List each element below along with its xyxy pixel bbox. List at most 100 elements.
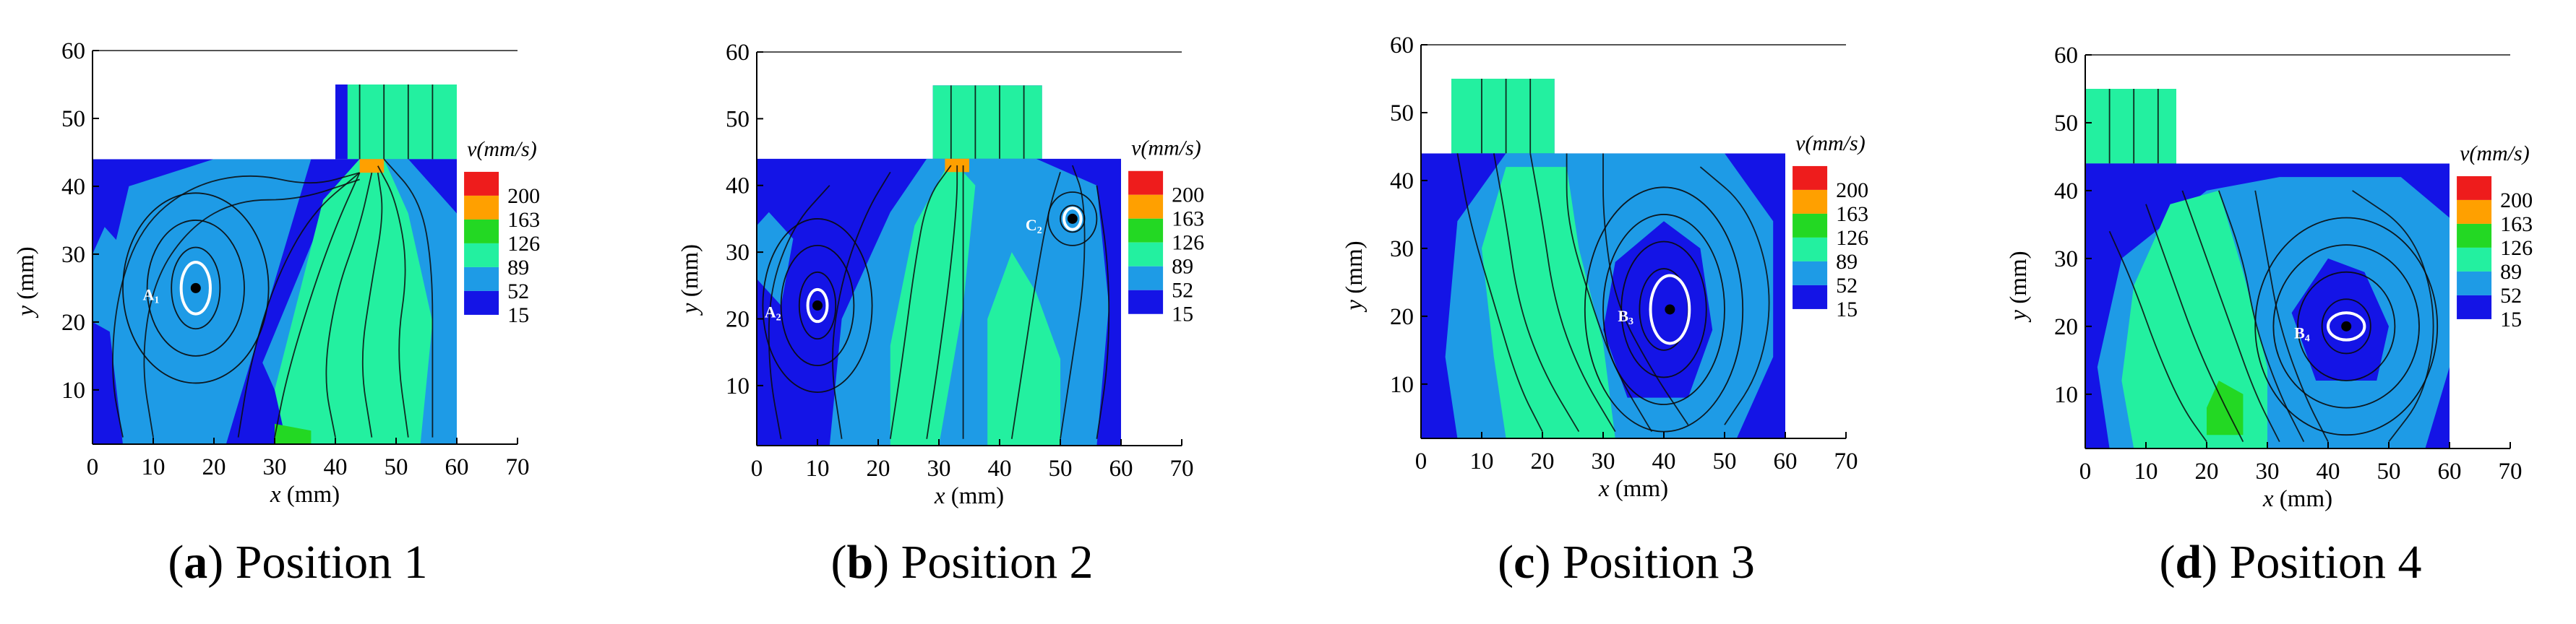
streamline xyxy=(2108,230,2207,443)
caption-text: ) Position 4 xyxy=(2202,536,2421,589)
colorbar-swatch-200 xyxy=(1793,165,1828,190)
y-tick-label: 60 xyxy=(726,40,750,66)
colorbar-swatch-200 xyxy=(2457,176,2492,200)
colorbar-swatch-52 xyxy=(464,266,499,291)
colorbar-tick-label: 200 xyxy=(1836,178,1868,202)
streamline xyxy=(1699,166,1770,425)
vortex-label-sub: 2 xyxy=(1037,225,1042,236)
colorbar-title-text: v(mm/s) xyxy=(1795,131,1866,155)
vortex-streamline xyxy=(2321,298,2371,355)
x-axis-label-var: x xyxy=(2262,486,2274,512)
vortex-streamline xyxy=(1047,191,1098,246)
x-tick-label: 0 xyxy=(87,454,99,480)
vortex-streamline xyxy=(2254,217,2439,436)
panel-caption: (c) Position 3 xyxy=(1498,536,1755,589)
colorbar-swatch-163 xyxy=(464,195,499,220)
y-tick-label: 20 xyxy=(1390,304,1414,330)
vortex-streamline xyxy=(1602,214,1725,405)
x-axis-label: x (mm) xyxy=(1598,476,1668,502)
vortex-marker-ring xyxy=(1062,207,1083,231)
colorbar-tick-label: 163 xyxy=(1172,207,1204,231)
colorbar-tick-label: 52 xyxy=(2500,284,2522,308)
colorbar-tick-label: 15 xyxy=(1836,298,1858,321)
x-tick-label: 70 xyxy=(1834,448,1858,474)
y-axis-label-var: y xyxy=(13,306,39,318)
y-tick-label: 40 xyxy=(726,173,750,199)
colorbar-tick-label: 89 xyxy=(1836,250,1858,274)
colorbar-title: v(mm/s) xyxy=(467,137,537,161)
vortex-marker-ring xyxy=(179,261,212,316)
y-tick-label: 30 xyxy=(726,240,750,266)
y-tick-label: 40 xyxy=(61,174,85,200)
y-tick-label: 60 xyxy=(61,38,85,64)
panel-caption: (b) Position 2 xyxy=(830,536,1093,589)
caption-open-paren: ( xyxy=(1498,536,1514,589)
contour-region-126 xyxy=(2207,381,2244,436)
velocity-field xyxy=(1421,78,1785,439)
contour-region-52 xyxy=(93,227,129,336)
colorbar-swatch-89 xyxy=(464,243,499,267)
vortex-label: A2 xyxy=(765,303,781,323)
vortex-label: C2 xyxy=(1026,216,1042,236)
x-axis-label-unit: (mm) xyxy=(281,482,340,508)
x-tick-label: 70 xyxy=(1170,456,1194,482)
colorbar-tick-label: 89 xyxy=(507,256,529,280)
x-axis-label: x (mm) xyxy=(270,482,340,508)
vortex-label-sub: 2 xyxy=(776,312,781,323)
y-tick-label: 30 xyxy=(2054,246,2078,272)
colorbar-tick-label: 52 xyxy=(507,280,529,303)
vortex-label-main: A xyxy=(765,303,776,321)
colorbar-swatch-52 xyxy=(2457,271,2492,295)
x-tick-label: 30 xyxy=(927,456,951,482)
x-tick-label: 30 xyxy=(1592,448,1615,474)
vortex-streamline xyxy=(1584,186,1744,433)
colorbar-tick-label: 15 xyxy=(2500,308,2522,332)
y-tick-label: 60 xyxy=(1390,32,1414,58)
streamline xyxy=(361,172,383,438)
contour-region-89 xyxy=(347,84,457,160)
colorbar-swatch-15 xyxy=(1128,290,1164,314)
colorbar-swatch-126 xyxy=(464,219,499,243)
panel-caption: (d) Position 4 xyxy=(2159,536,2421,589)
colorbar-swatch-126 xyxy=(1793,213,1828,238)
contour-region-126 xyxy=(275,423,312,444)
x-tick-label: 40 xyxy=(988,456,1012,482)
y-tick-label: 20 xyxy=(726,306,750,332)
vortex-streamline xyxy=(2297,271,2396,381)
contour-region-89 xyxy=(987,252,1060,446)
y-axis-label-var: y xyxy=(1341,300,1368,313)
colorbar-swatch-89 xyxy=(1793,237,1828,261)
vortex-streamline xyxy=(1060,204,1086,233)
colorbar-title: v(mm/s) xyxy=(1795,131,1866,155)
x-tick-label: 20 xyxy=(202,454,226,480)
colorbar-swatch-200 xyxy=(1128,170,1164,195)
colorbar-tick-label: 52 xyxy=(1836,274,1858,298)
streamline xyxy=(274,172,361,438)
vortex-streamline xyxy=(2272,244,2420,409)
vortex-label-sub: 4 xyxy=(2305,333,2310,344)
colorbar-swatch-15 xyxy=(464,290,499,315)
x-tick-label: 20 xyxy=(867,456,890,482)
colorbar-title-text: v(mm/s) xyxy=(2460,142,2530,165)
streamline xyxy=(1010,172,1061,439)
vortex-streamline xyxy=(762,218,873,394)
caption-text: ) Position 1 xyxy=(207,536,427,589)
x-tick-label: 0 xyxy=(2079,459,2092,485)
streamline xyxy=(768,185,830,439)
vortex-marker-ring xyxy=(2327,311,2366,342)
colorbar-tick-label: 15 xyxy=(507,303,529,327)
colorbar-tick-label: 52 xyxy=(1172,279,1193,303)
colorbar-tick-label: 163 xyxy=(2500,212,2533,236)
streamline xyxy=(1096,185,1110,439)
y-tick-label: 10 xyxy=(2054,382,2078,408)
caption-open-paren: ( xyxy=(168,536,184,589)
vortex-core xyxy=(1665,304,1675,315)
caption-text: ) Position 3 xyxy=(1534,536,1754,589)
colorbar-title-text: v(mm/s) xyxy=(467,137,537,161)
colorbar-tick-label: 15 xyxy=(1172,303,1193,326)
colorbar-title-text: v(mm/s) xyxy=(1131,136,1201,160)
x-tick-label: 60 xyxy=(445,454,469,480)
colorbar-tick-label: 89 xyxy=(2500,260,2522,284)
caption-letter: d xyxy=(2175,536,2202,589)
